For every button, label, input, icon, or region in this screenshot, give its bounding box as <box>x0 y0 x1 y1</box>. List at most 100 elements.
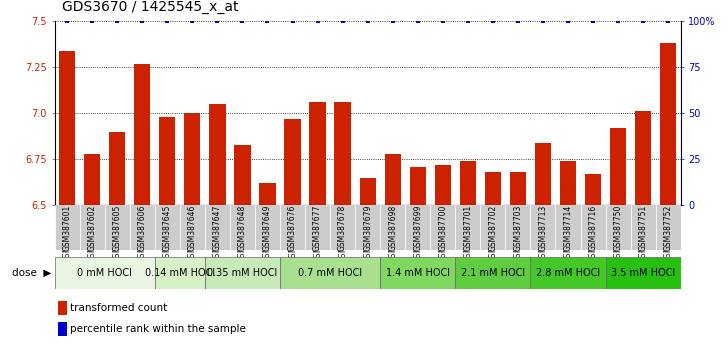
Bar <box>184 113 200 205</box>
Bar <box>560 161 576 205</box>
Bar <box>510 172 526 205</box>
Bar <box>109 132 125 205</box>
Point <box>612 18 624 24</box>
Bar <box>59 51 75 205</box>
Point <box>537 18 549 24</box>
Text: 2.8 mM HOCl: 2.8 mM HOCl <box>536 268 600 278</box>
Text: GSM387678: GSM387678 <box>338 204 347 251</box>
Point <box>487 18 499 24</box>
Bar <box>610 128 626 205</box>
Point <box>412 18 424 24</box>
Bar <box>485 172 501 205</box>
Point <box>111 18 123 24</box>
Point <box>337 18 349 24</box>
Bar <box>309 102 325 205</box>
Bar <box>209 104 226 205</box>
Bar <box>155 205 180 250</box>
Text: GSM387752: GSM387752 <box>664 204 673 251</box>
Point <box>87 18 98 24</box>
Bar <box>355 205 380 250</box>
Text: GSM387649: GSM387649 <box>263 204 272 251</box>
Bar <box>380 205 405 250</box>
Text: GSM387677: GSM387677 <box>313 204 322 251</box>
Text: GSM387751: GSM387751 <box>638 204 648 251</box>
Text: GSM387702: GSM387702 <box>488 204 497 251</box>
Bar <box>159 117 175 205</box>
Bar <box>660 43 676 205</box>
Text: 2.1 mM HOCl: 2.1 mM HOCl <box>461 268 525 278</box>
Bar <box>280 257 380 289</box>
Bar <box>606 205 630 250</box>
Bar <box>630 205 656 250</box>
Bar <box>531 257 606 289</box>
Point <box>562 18 574 24</box>
Bar <box>205 205 230 250</box>
Bar <box>134 64 151 205</box>
Point <box>261 18 273 24</box>
Point <box>637 18 649 24</box>
Bar <box>255 205 280 250</box>
Bar <box>455 257 531 289</box>
Bar <box>606 257 681 289</box>
Bar <box>380 257 455 289</box>
Text: GSM387750: GSM387750 <box>614 204 622 251</box>
Text: GSM387698: GSM387698 <box>388 204 397 251</box>
Point <box>587 18 599 24</box>
Text: GSM387601: GSM387601 <box>63 204 71 251</box>
Bar <box>635 112 652 205</box>
Bar <box>480 205 505 250</box>
Point <box>312 18 323 24</box>
Bar <box>405 205 430 250</box>
Text: GSM387699: GSM387699 <box>414 204 422 251</box>
Bar <box>535 143 551 205</box>
Text: 0.7 mM HOCl: 0.7 mM HOCl <box>298 268 362 278</box>
Text: GSM387645: GSM387645 <box>163 204 172 251</box>
Bar <box>305 205 330 250</box>
Bar <box>334 102 351 205</box>
Point <box>462 18 474 24</box>
Point <box>512 18 523 24</box>
Bar <box>230 205 255 250</box>
Text: GSM387602: GSM387602 <box>87 204 97 251</box>
Bar <box>459 161 476 205</box>
Text: GSM387646: GSM387646 <box>188 204 197 251</box>
Bar <box>531 205 555 250</box>
Bar <box>205 257 280 289</box>
Bar <box>384 154 401 205</box>
Text: GDS3670 / 1425545_x_at: GDS3670 / 1425545_x_at <box>62 0 238 14</box>
Bar <box>285 119 301 205</box>
Text: GSM387716: GSM387716 <box>588 204 598 251</box>
Point <box>237 18 248 24</box>
Text: GSM387606: GSM387606 <box>138 204 147 251</box>
Text: GSM387713: GSM387713 <box>539 204 547 251</box>
Text: GSM387703: GSM387703 <box>513 204 523 251</box>
Text: 0.14 mM HOCl: 0.14 mM HOCl <box>145 268 215 278</box>
Text: 0 mM HOCl: 0 mM HOCl <box>77 268 132 278</box>
Bar <box>580 205 606 250</box>
Bar <box>55 257 155 289</box>
Bar <box>455 205 480 250</box>
Bar <box>360 178 376 205</box>
Point <box>136 18 148 24</box>
Point <box>362 18 373 24</box>
Bar <box>280 205 305 250</box>
Bar <box>330 205 355 250</box>
Bar <box>430 205 455 250</box>
Point <box>61 18 73 24</box>
Text: GSM387701: GSM387701 <box>463 204 472 251</box>
Point <box>387 18 398 24</box>
Text: percentile rank within the sample: percentile rank within the sample <box>70 324 246 334</box>
Bar <box>555 205 580 250</box>
Bar <box>180 205 205 250</box>
Point <box>212 18 223 24</box>
Bar <box>55 205 79 250</box>
Text: GSM387647: GSM387647 <box>213 204 222 251</box>
Point <box>437 18 448 24</box>
Text: 0.35 mM HOCl: 0.35 mM HOCl <box>207 268 277 278</box>
Text: 3.5 mM HOCl: 3.5 mM HOCl <box>611 268 675 278</box>
Point <box>662 18 674 24</box>
Bar <box>585 174 601 205</box>
Bar <box>79 205 105 250</box>
Text: dose  ▶: dose ▶ <box>12 268 51 278</box>
Bar <box>505 205 531 250</box>
